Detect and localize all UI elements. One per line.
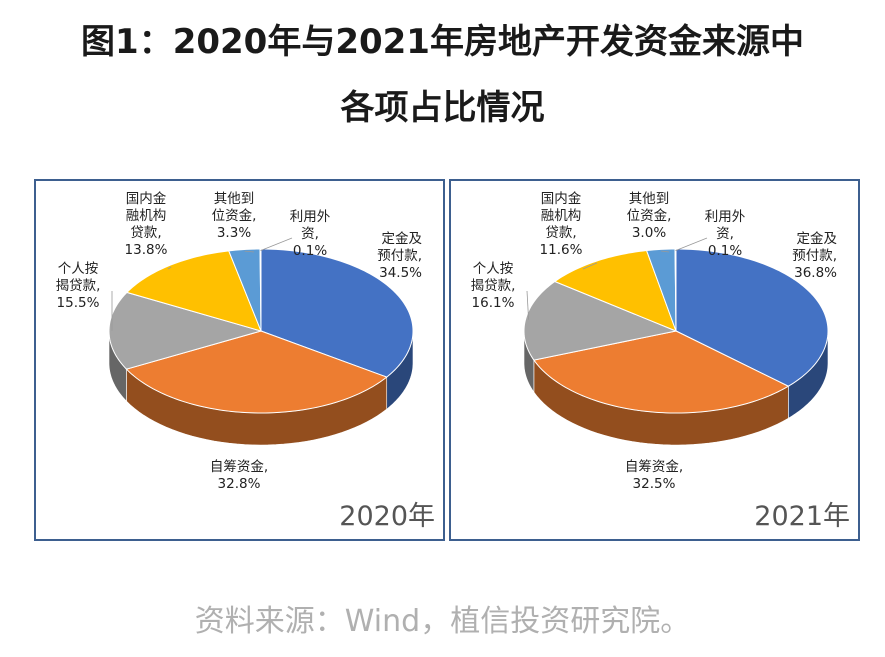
data-label-line: 国内金 <box>541 191 582 207</box>
data-label-line: 国内金 <box>126 191 167 207</box>
leader-line-1-4 <box>661 250 670 253</box>
data-label-line: 定金及 <box>797 231 838 247</box>
chart-title-line2: 各项占比情况 <box>340 88 545 128</box>
pie-slice-1-2 <box>523 280 678 361</box>
pie-slice-0-4 <box>228 248 262 332</box>
data-label-line: 32.5% <box>633 476 676 492</box>
data-label-line: 预付款, <box>377 248 422 264</box>
pie-top-faces <box>108 248 414 414</box>
pie-panel-2021: 定金及预付款, 36.8% 自筹资金, 32.5% 个人按揭贷款, 16.1% 国内金融机构… <box>449 179 860 541</box>
pie-slice-0-0 <box>260 248 414 378</box>
pie-slice-0-5 <box>259 248 262 332</box>
data-label-line: 13.8% <box>125 242 168 258</box>
leader-line-1-3 <box>582 262 598 270</box>
data-label-0-0: 定金及预付款, 34.5% <box>377 231 422 281</box>
data-label-0-1: 自筹资金, 32.8% <box>210 458 268 492</box>
pie-slice-1-4 <box>645 248 677 332</box>
data-label-line: 利用外 <box>290 209 331 225</box>
data-label-1-5: 利用外资, 0.1% <box>705 209 746 259</box>
pie-slice-1-0 <box>675 248 829 387</box>
pie-panel-2020: 定金及预付款, 34.5% 自筹资金, 32.8% 个人按揭贷款, 15.5% 国内金融机构… <box>34 179 445 541</box>
chart-title-line1: 图1：2020年与2021年房地产开发资金来源中 <box>81 22 804 62</box>
leader-line-1-2 <box>526 290 529 320</box>
data-label-line: 16.1% <box>472 295 515 311</box>
pie-slice-0-1 <box>125 330 388 414</box>
data-label-1-0: 定金及预付款, 36.8% <box>792 231 837 281</box>
pie-slice-1-3 <box>553 250 677 332</box>
data-label-line: 3.3% <box>217 225 251 241</box>
pie-chart-2020: 定金及预付款, 34.5% 自筹资金, 32.8% 个人按揭贷款, 15.5% 国内金融机构… <box>56 191 423 492</box>
data-label-line: 15.5% <box>57 295 100 311</box>
data-label-line: 融机构 <box>541 208 582 224</box>
source-note: 资料来源：Wind，植信投资研究院。 <box>194 604 691 639</box>
data-label-1-1: 自筹资金, 32.5% <box>625 458 683 492</box>
leader-lines <box>111 237 293 331</box>
data-label-1-3: 国内金融机构贷款, 11.6% <box>540 191 583 258</box>
data-label-line: 融机构 <box>126 208 167 224</box>
data-label-0-5: 利用外资, 0.1% <box>290 209 331 259</box>
data-label-line: 预付款, <box>792 248 837 264</box>
data-label-line: 定金及 <box>382 231 423 247</box>
data-label-0-4: 其他到位资金, 3.3% <box>212 191 257 241</box>
leader-lines <box>526 237 708 320</box>
data-label-line: 贷款, <box>545 225 576 241</box>
year-label-2020: 2020年 <box>339 501 435 532</box>
pie-slice-0-3 <box>125 250 262 332</box>
data-label-1-4: 其他到位资金, 3.0% <box>627 191 672 241</box>
pie-top-faces <box>523 248 829 414</box>
data-label-line: 自筹资金, <box>625 458 683 475</box>
data-label-line: 其他到 <box>629 191 670 207</box>
data-label-line: 个人按 <box>58 261 99 277</box>
data-label-line: 利用外 <box>705 209 746 225</box>
leader-line-0-3 <box>167 266 172 270</box>
data-label-line: 0.1% <box>708 243 742 259</box>
data-label-line: 36.8% <box>794 265 837 281</box>
year-label-2021: 2021年 <box>754 501 850 532</box>
pie-chart-2021: 定金及预付款, 36.8% 自筹资金, 32.5% 个人按揭贷款, 16.1% 国内金融机构… <box>471 191 838 492</box>
data-label-line: 其他到 <box>214 191 255 207</box>
data-label-line: 揭贷款, <box>56 278 101 294</box>
data-label-0-3: 国内金融机构贷款, 13.8% <box>125 191 168 258</box>
data-label-line: 自筹资金, <box>210 458 268 475</box>
data-label-1-2: 个人按揭贷款, 16.1% <box>471 261 516 311</box>
pie-slice-1-1 <box>533 330 790 414</box>
data-label-line: 32.8% <box>218 476 261 492</box>
data-label-line: 贷款, <box>130 225 161 241</box>
data-label-line: 资, <box>301 226 319 242</box>
pie-slice-0-2 <box>108 291 263 370</box>
data-label-line: 资, <box>716 226 734 242</box>
data-label-line: 3.0% <box>632 225 666 241</box>
data-label-line: 揭贷款, <box>471 278 516 294</box>
leader-line-1-5 <box>675 237 708 251</box>
data-label-line: 0.1% <box>293 243 327 259</box>
pie-slice-1-5 <box>674 248 677 332</box>
leader-line-0-5 <box>260 237 293 251</box>
data-label-line: 11.6% <box>540 242 583 258</box>
data-label-line: 位资金, <box>627 208 672 224</box>
data-label-line: 34.5% <box>379 265 422 281</box>
data-label-line: 位资金, <box>212 208 257 224</box>
data-label-0-2: 个人按揭贷款, 15.5% <box>56 261 101 311</box>
leader-line-0-4 <box>244 250 255 253</box>
data-label-line: 个人按 <box>473 261 514 277</box>
